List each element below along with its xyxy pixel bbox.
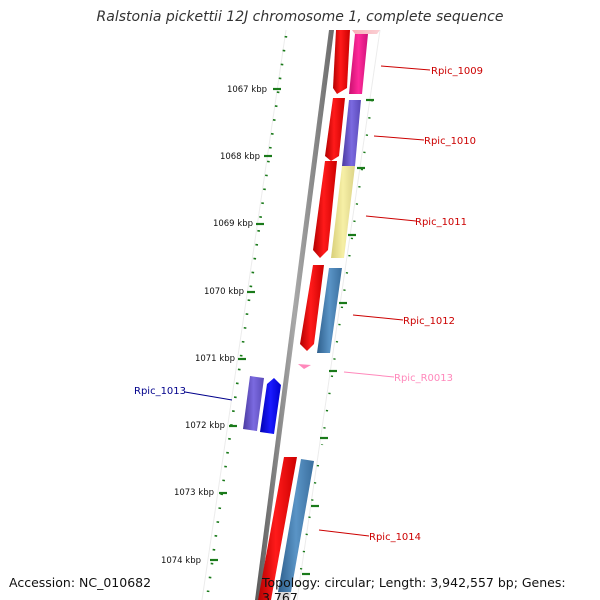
scale-label-1072: 1072 kbp bbox=[185, 421, 225, 431]
scale-dotted-line bbox=[206, 35, 288, 593]
gene-arrow-light[interactable] bbox=[352, 30, 380, 34]
gene-arrow-tail bbox=[277, 592, 291, 600]
gene-block-top[interactable] bbox=[333, 30, 350, 94]
gene-block-1014[interactable] bbox=[258, 457, 297, 600]
connector-rpic-1012 bbox=[352, 314, 404, 321]
connector-rpic-1010 bbox=[373, 135, 425, 141]
scale-label-1070: 1070 kbp bbox=[204, 287, 244, 297]
topology-text: Topology: circular; Length: 3,942,557 bp… bbox=[262, 575, 566, 600]
gene-arrow-rpic-1009[interactable] bbox=[349, 34, 368, 94]
scale-labels: 1067 kbp 1068 kbp 1069 kbp 1070 kbp 1071… bbox=[161, 85, 267, 566]
gene-arrow-rpic-1011[interactable] bbox=[331, 166, 355, 258]
inner-rail bbox=[201, 29, 287, 600]
gene-label-rpic-r0013[interactable]: Rpic_R0013 bbox=[394, 373, 453, 384]
gene-label-rpic-1013[interactable]: Rpic_1013 bbox=[134, 386, 186, 397]
outer-gene-track bbox=[277, 30, 380, 600]
gene-arrow-rpic-1012[interactable] bbox=[317, 268, 342, 353]
gene-block-1012[interactable] bbox=[300, 265, 324, 351]
accession-text: Accession: NC_010682 bbox=[9, 575, 152, 590]
connector-rpic-1009 bbox=[380, 65, 431, 71]
gene-arrow-rpic-1014[interactable] bbox=[278, 459, 314, 592]
scale-label-1069: 1069 kbp bbox=[213, 219, 253, 229]
major-ticks bbox=[210, 87, 374, 576]
label-connectors bbox=[184, 65, 431, 537]
scale-label-1068: 1068 kbp bbox=[220, 152, 260, 162]
outer-rail bbox=[296, 29, 381, 600]
scale-label-1074: 1074 kbp bbox=[161, 556, 201, 566]
scale-label-1067: 1067 kbp bbox=[227, 85, 267, 95]
gene-block-1011[interactable] bbox=[313, 161, 337, 258]
connector-rpic-r0013 bbox=[343, 371, 395, 378]
chromosome-backbone bbox=[255, 30, 334, 600]
scale-label-1073: 1073 kbp bbox=[174, 488, 214, 498]
connector-rpic-1011 bbox=[365, 215, 417, 222]
scale-label-1071: 1071 kbp bbox=[195, 354, 235, 364]
reverse-gene-track bbox=[243, 376, 281, 434]
connector-rpic-1013 bbox=[184, 391, 233, 401]
gene-label-rpic-1011[interactable]: Rpic_1011 bbox=[415, 217, 467, 228]
gene-label-rpic-1014[interactable]: Rpic_1014 bbox=[369, 532, 421, 543]
forward-gene-track bbox=[258, 30, 350, 600]
connector-rpic-1014 bbox=[318, 529, 370, 537]
gene-block-1010[interactable] bbox=[325, 98, 345, 161]
rna-marker-rpic-r0013[interactable] bbox=[298, 364, 311, 369]
gene-labels: Rpic_1009 Rpic_1010 Rpic_1011 Rpic_1012 … bbox=[134, 66, 483, 543]
gene-arrow-blue[interactable] bbox=[260, 378, 281, 434]
gene-label-rpic-1009[interactable]: Rpic_1009 bbox=[431, 66, 483, 77]
gene-arrow-rpic-1010[interactable] bbox=[342, 100, 361, 166]
map-title: Ralstonia pickettii 12J chromosome 1, co… bbox=[96, 9, 504, 25]
gene-label-rpic-1012[interactable]: Rpic_1012 bbox=[403, 316, 455, 327]
gene-label-rpic-1010[interactable]: Rpic_1010 bbox=[424, 136, 476, 147]
outer-dotted-line bbox=[320, 99, 374, 446]
gene-arrow-rpic-1013[interactable] bbox=[243, 376, 264, 431]
